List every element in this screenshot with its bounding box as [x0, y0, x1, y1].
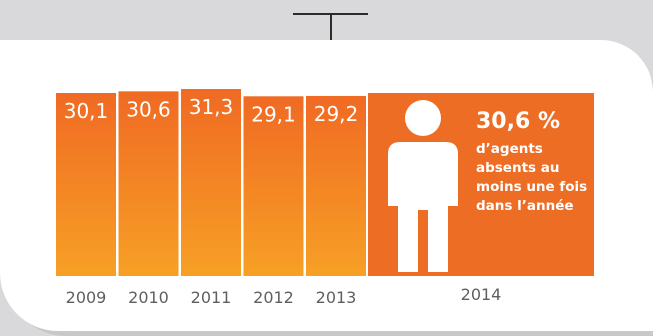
bar-2010	[118, 91, 179, 276]
bar-2013	[306, 95, 366, 276]
person-icon	[388, 100, 458, 272]
year-tick-label: 2009	[66, 288, 107, 307]
bar-value-label: 29,1	[251, 102, 296, 126]
connector-line-vertical	[330, 13, 332, 40]
highlight-value: 30,6 %	[476, 109, 560, 134]
highlight-text: 30,6 % d’agents absents au moins une foi…	[476, 108, 592, 216]
year-tick-label: 2012	[253, 288, 294, 307]
highlight-description: d’agents absents au moins une fois dans …	[476, 141, 588, 214]
year-tick-label: 2013	[316, 288, 357, 307]
highlight-year-label: 2014	[460, 285, 502, 304]
bar-value-label: 29,2	[314, 102, 359, 126]
bar-value-label: 30,6	[126, 97, 171, 121]
year-tick-label: 2010	[128, 288, 169, 307]
bar-2009	[56, 93, 116, 276]
bar-value-label: 31,3	[189, 95, 234, 119]
bar-value-label: 30,1	[64, 99, 109, 123]
bar-2011	[181, 89, 241, 276]
year-tick-label: 2011	[191, 288, 232, 307]
bar-2012	[243, 96, 304, 276]
